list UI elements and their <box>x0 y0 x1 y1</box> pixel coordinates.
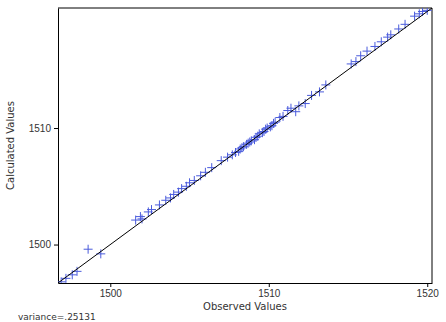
x-tick-mark <box>269 283 270 287</box>
plot-frame <box>58 8 432 283</box>
y-tick: 1500 <box>29 239 58 250</box>
plot-area <box>58 8 432 283</box>
y-tick-mark <box>54 128 58 129</box>
y-axis-line <box>58 9 59 284</box>
x-tick-label: 1520 <box>417 288 440 299</box>
x-axis-title: Observed Values <box>203 301 287 312</box>
chart: 1500 1510 1520 1500 1510 Observed Values Calcu… <box>0 0 446 322</box>
point <box>356 51 365 60</box>
y-tick: 1510 <box>29 123 58 134</box>
x-tick: 1500 <box>100 283 123 299</box>
x-tick: 1520 <box>417 283 440 299</box>
x-axis-line <box>59 283 433 284</box>
x-tick-mark <box>427 283 428 287</box>
x-tick-mark <box>110 283 111 287</box>
point <box>147 205 156 214</box>
x-tick: 1510 <box>258 283 281 299</box>
y-tick-label: 1500 <box>29 239 52 250</box>
reference-line <box>58 8 432 283</box>
point <box>410 12 419 21</box>
point <box>84 245 93 254</box>
x-tick-label: 1500 <box>100 288 123 299</box>
x-axis: 1500 1510 1520 <box>59 283 440 299</box>
point <box>363 47 372 56</box>
y-axis: 1500 1510 <box>29 9 59 284</box>
y-tick-label: 1510 <box>29 123 52 134</box>
annotation: variance=.25131 <box>18 312 96 322</box>
x-tick-label: 1510 <box>258 288 281 299</box>
y-axis-title: Calculated Values <box>5 101 16 190</box>
y-tick-mark <box>54 245 58 246</box>
